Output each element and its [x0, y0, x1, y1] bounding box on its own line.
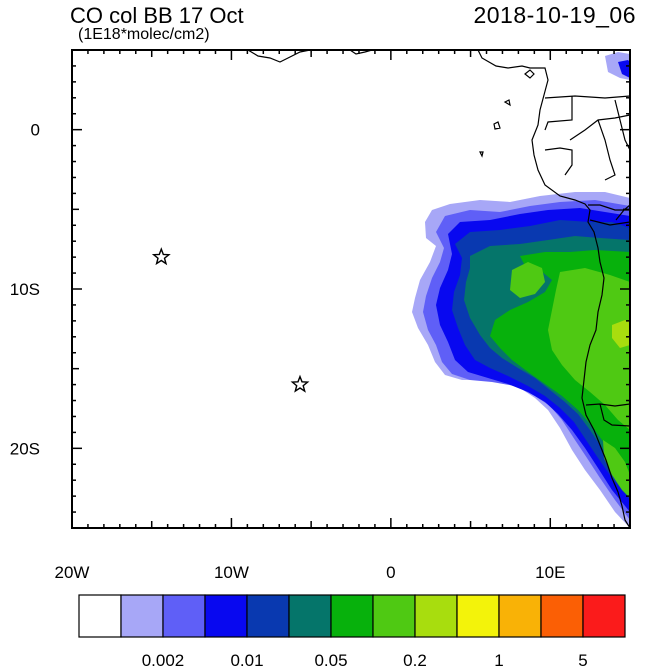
units-label: (1E18*molec/cm2)	[78, 26, 210, 43]
border	[597, 119, 616, 181]
star-marker	[290, 374, 310, 393]
x-tick-label: 10W	[214, 563, 249, 582]
colorbar-box	[246, 594, 290, 638]
x-tick-label: 0	[386, 563, 395, 582]
colorbar-box	[498, 594, 542, 638]
star-marker	[151, 247, 171, 266]
x-tick-label: 10E	[535, 563, 565, 582]
island	[503, 99, 511, 107]
border	[544, 147, 573, 176]
coastline-africa	[477, 50, 630, 528]
y-tick-label: 0	[31, 121, 40, 140]
coastline-north	[247, 50, 311, 63]
colorbar-label: 1	[494, 651, 503, 667]
colorbar-box	[330, 594, 374, 638]
border	[585, 403, 630, 407]
colorbar-box	[288, 594, 332, 638]
island	[524, 69, 535, 79]
border	[614, 99, 630, 151]
colorbar-box	[582, 594, 626, 638]
x-tick-label: 20W	[55, 563, 90, 582]
colorbar-box	[372, 594, 416, 638]
plot-title: CO col BB 17 Oct	[70, 3, 244, 28]
colorbar-box	[540, 594, 584, 638]
co-contour-lightgreen	[510, 262, 545, 298]
island	[479, 151, 484, 158]
colorbar	[78, 594, 626, 638]
border	[544, 95, 630, 99]
valid-time: 2018-10-19_06	[473, 2, 636, 28]
axis-tick-labels: 20W 10W 0 10E 0 10S 20S	[10, 121, 566, 582]
island	[493, 121, 501, 130]
axis-ticks	[71, 49, 631, 529]
colorbar-box	[162, 594, 206, 638]
station-markers	[151, 247, 310, 393]
co-field	[412, 52, 630, 528]
border	[588, 204, 630, 211]
colorbar-box	[120, 594, 164, 638]
co-contour-blue	[618, 60, 630, 78]
co-contour-lightgreen	[603, 440, 630, 498]
colorbar-box	[204, 594, 248, 638]
y-tick-label: 10S	[10, 280, 40, 299]
y-tick-label: 20S	[10, 439, 40, 458]
colorbar-box	[78, 594, 122, 638]
colorbar-labels: 0.002 0.01 0.05 0.2 1 5	[142, 651, 588, 667]
border	[544, 96, 573, 131]
border	[589, 219, 630, 226]
border	[599, 403, 630, 427]
colorbar-label: 0.002	[142, 651, 185, 667]
co-contour-yellowgreen	[612, 320, 630, 348]
colorbar-label: 0.05	[314, 651, 347, 667]
colorbar-label: 5	[578, 651, 587, 667]
colorbar-label: 0.2	[403, 651, 427, 667]
colorbar-label: 0.01	[230, 651, 263, 667]
colorbar-box	[456, 594, 500, 638]
colorbar-box	[414, 594, 458, 638]
